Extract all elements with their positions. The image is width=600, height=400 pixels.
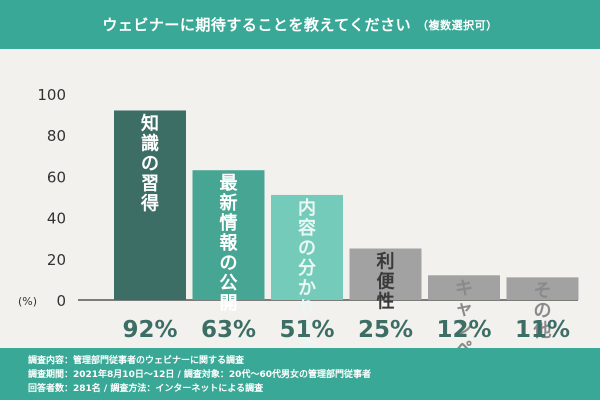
survey-info-line: 調査期間：2021年8月10日〜12日 / 調査対象：20代〜60代男女の管理部… [28, 370, 371, 380]
bar-chart: 0 20 40 60 80 100 (%) 知識の習得 92% 最新情報の公開 63% 内容の分かりや… [18, 86, 579, 348]
bar [192, 170, 265, 300]
chart-title-bar: ウェビナーに期待することを教えてください （複数選択可） [0, 0, 600, 49]
value-label: 25% [358, 317, 413, 343]
category-label: 最新情報の公開 [220, 173, 239, 314]
chart-subtitle: （複数選択可） [417, 18, 498, 32]
value-label: 51% [279, 317, 334, 343]
category-label: 内容の分かりやすさ [298, 197, 316, 348]
bar [271, 194, 343, 300]
bar [114, 110, 186, 300]
bar [506, 277, 579, 300]
y-tick-label: 0 [56, 292, 66, 310]
survey-info: 調査内容：管理部門従事者のウェビナーに関する調査 調査期間：2021年8月10日… [0, 348, 600, 400]
category-label: キャンペーン [455, 278, 473, 348]
bar [349, 248, 422, 300]
y-tick-label: 100 [37, 86, 66, 104]
y-unit-label: (%) [18, 295, 37, 308]
value-label: 12% [436, 317, 491, 343]
y-tick-label: 40 [47, 210, 66, 228]
bar [428, 275, 500, 300]
value-label: 11% [515, 317, 570, 343]
survey-info-line: 調査内容：管理部門従事者のウェビナーに関する調査 [28, 356, 245, 366]
value-label: 63% [201, 317, 256, 343]
category-label: その他 [533, 280, 552, 341]
category-label: 利便性 [377, 251, 396, 313]
value-label: 92% [122, 317, 177, 343]
chart-title: ウェビナーに期待することを教えてください [102, 16, 412, 34]
survey-info-line: 回答者数：281名 / 調査方法：インターネットによる調査 [28, 384, 264, 394]
category-label: 知識の習得 [140, 112, 159, 214]
y-tick-label: 80 [47, 127, 66, 145]
y-tick-label: 20 [47, 251, 66, 269]
y-tick-label: 60 [47, 168, 66, 186]
